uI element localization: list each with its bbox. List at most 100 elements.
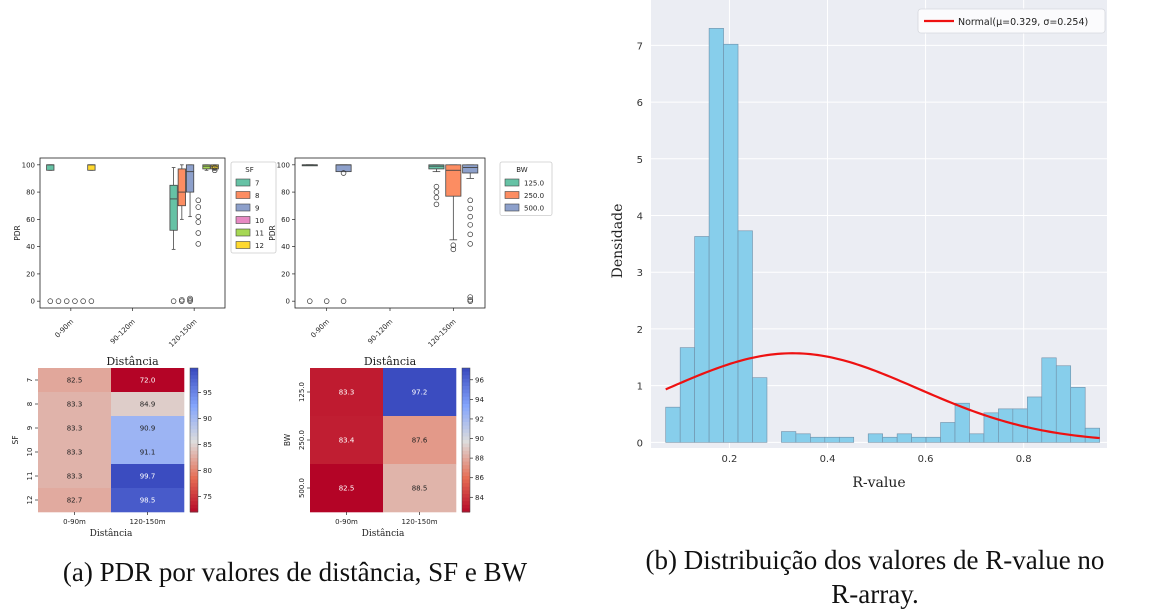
- hist-xlabel: R-value: [852, 475, 905, 491]
- heat_sf-cell-label: 83.3: [67, 449, 83, 457]
- caption-b-line2: R-array.: [831, 579, 919, 609]
- hist-bar: [896, 433, 912, 443]
- heat_sf-colorbar-segment: [190, 447, 198, 452]
- heat_sf-colorbar-segment: [190, 425, 198, 430]
- heat_sf-cell-9-120-150m: [111, 416, 185, 441]
- pdr_sf-ytick-label: 100: [22, 161, 35, 169]
- heat_bw-colorbar-segment: [462, 400, 470, 405]
- heat_sf-colorbar-segment: [190, 479, 198, 484]
- heat_bw-colorbar-segment: [462, 468, 470, 473]
- pdr_sf-legend-label: 8: [255, 192, 259, 200]
- heat_sf-colorbar-tick-label: 80: [203, 467, 212, 475]
- heat_sf-cell-label: 83.3: [67, 425, 83, 433]
- heat_bw-cell-label: 82.5: [339, 485, 355, 493]
- pdr_bw-outlier: [323, 298, 330, 304]
- pdr_bw-ytick-label: 80: [281, 189, 290, 197]
- pdr_sf-xtick-label: 120-150m: [167, 318, 198, 349]
- pdr_sf-outlier: [195, 197, 202, 204]
- pdr_bw-box-120-150m-250.0: [445, 164, 462, 197]
- pdr_bw-legend-label: 250.0: [524, 192, 544, 200]
- hist-bar: [781, 431, 797, 443]
- heat_sf-cell-8-0-90m: [38, 392, 112, 417]
- heat_sf-ytick-label: 12: [26, 496, 34, 505]
- pdr_bw-legend-label: 500.0: [524, 205, 544, 213]
- pdr_sf-outlier: [63, 298, 70, 304]
- heat_sf-colorbar-segment: [190, 396, 198, 401]
- heat_sf-colorbar-tick-label: 95: [203, 389, 212, 397]
- heat_bw-colorbar-segment: [462, 368, 470, 373]
- pdr_sf-legend-swatch: [235, 178, 251, 187]
- heat_sf-colorbar-segment: [190, 486, 198, 491]
- hist-xtick-label: 0.6: [918, 454, 934, 465]
- heat_sf-colorbar-segment: [190, 436, 198, 441]
- heat_bw-colorbar-segment: [462, 458, 470, 463]
- pdr_bw-xtick-label: 90-120m: [366, 318, 394, 346]
- pdr_bw-outlier: [467, 222, 473, 228]
- pdr_bw-outlier: [467, 297, 473, 303]
- pdr_bw-outlier: [450, 242, 457, 249]
- pdr_sf-ytick-label: 20: [26, 270, 35, 278]
- pdr_bw-ytick-label: 100: [277, 161, 290, 169]
- caption-b-line1: (b) Distribuição dos valores de R-value …: [645, 545, 1105, 575]
- pdr_bw-ytick-label: 40: [281, 243, 290, 251]
- pdr_sf-ylabel: PDR: [13, 225, 22, 241]
- pdr_sf-legend-label: 10: [255, 217, 264, 225]
- hist-xtick-label: 0.4: [820, 454, 836, 465]
- pdr_sf-legend-swatch: [235, 203, 251, 212]
- pdr_sf-outlier: [47, 298, 54, 304]
- pdr_sf-outlier: [195, 204, 202, 210]
- heat_sf-colorbar-segment: [190, 389, 198, 394]
- heat_bw-colorbar-tick-label: 94: [475, 396, 484, 404]
- pdr_sf-outlier: [179, 297, 185, 303]
- heat_bw-xlabel: Distância: [362, 528, 405, 539]
- heat_sf-cell-label: 83.3: [67, 401, 83, 409]
- pdr_sf-box-0-90m-12: [87, 164, 96, 171]
- heat_sf-colorbar-segment: [190, 443, 198, 448]
- pdr_sf-ytick-label: 40: [26, 243, 35, 251]
- hist-legend-box: [917, 8, 1106, 34]
- heat_bw-colorbar-segment: [462, 508, 470, 513]
- heat_sf-colorbar-segment: [190, 375, 198, 380]
- pdr_sf-outlier: [72, 298, 78, 304]
- pdr_sf-xlabel: Distância: [106, 355, 159, 368]
- pdr_bw-box-120-150m-500.0: [462, 164, 479, 174]
- heat_bw-colorbar-segment: [462, 411, 470, 416]
- pdr_bw-ytick-label: 60: [281, 216, 290, 224]
- pdr_bw-outlier: [433, 201, 440, 208]
- heat_bw-colorbar-segment: [462, 378, 470, 383]
- heat_sf-ylabel: SF: [11, 435, 20, 444]
- pdr_sf-ytick-label: 0: [31, 298, 35, 306]
- pdr_bw-outlier: [340, 170, 347, 176]
- heat_bw-colorbar-segment: [462, 490, 470, 495]
- hist-bar: [969, 433, 985, 443]
- heat_sf-xtick-label: 0-90m: [63, 518, 86, 526]
- pdr_bw-ylabel: PDR: [268, 225, 277, 241]
- heat_bw-colorbar-tick-label: 96: [475, 376, 484, 384]
- heat_sf-colorbar-segment: [190, 404, 198, 409]
- hist-bar: [708, 28, 724, 443]
- pdr_sf-legend-swatch: [235, 216, 251, 224]
- heat_sf-cell-label: 90.9: [140, 425, 156, 433]
- hist-ylabel: Densidade: [610, 204, 626, 279]
- heat_bw-colorbar-segment: [462, 425, 470, 430]
- heat_sf-colorbar-segment: [190, 497, 198, 502]
- heat_sf-colorbar-segment: [190, 504, 198, 509]
- heat_bw-colorbar-segment: [462, 476, 470, 481]
- heat_sf-cell-label: 98.5: [140, 497, 156, 505]
- hist-bar: [998, 408, 1014, 443]
- heat_sf-xtick-label: 120-150m: [129, 518, 165, 526]
- heat_sf-colorbar-segment: [190, 429, 198, 434]
- pdr_sf-outlier: [195, 241, 202, 247]
- pdr_sf-legend-swatch: [235, 241, 251, 249]
- heat_bw-ytick-label: 500.0: [298, 478, 306, 498]
- heat_bw-xtick-label: 120-150m: [401, 518, 437, 526]
- pdr_bw-outlier: [467, 205, 473, 212]
- heat_bw-colorbar-segment: [462, 497, 470, 502]
- pdr_sf-outlier: [80, 298, 86, 304]
- pdr_bw-outlier: [467, 231, 473, 238]
- pdr_bw-outlier: [433, 183, 440, 190]
- heat_sf-colorbar-segment: [190, 494, 198, 499]
- heat_bw-colorbar-segment: [462, 436, 470, 441]
- pdr_bw-outlier: [467, 294, 473, 300]
- heat_sf-colorbar-segment: [190, 386, 198, 391]
